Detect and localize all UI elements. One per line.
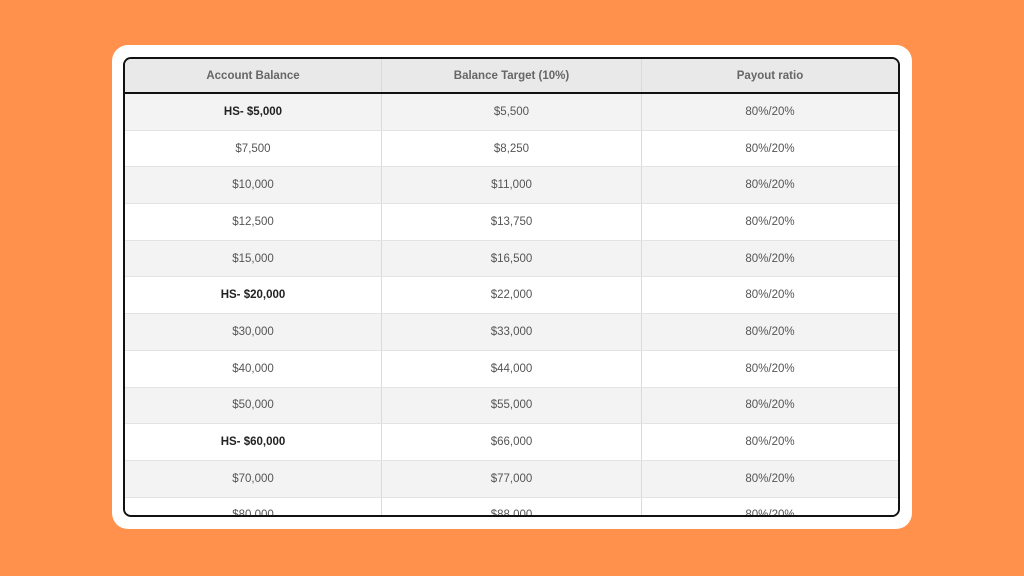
- header-account-balance: Account Balance: [206, 69, 300, 82]
- balance-target-cell: $16,500: [381, 240, 641, 277]
- table-row: HS- $20,000 $22,000 80%/20%: [125, 277, 898, 315]
- payout-ratio-cell: 80%/20%: [641, 240, 898, 277]
- table-row: $80,000 $88,000 80%/20%: [125, 497, 898, 517]
- balance-target-cell: $88,000: [381, 497, 641, 515]
- payout-ratio-cell: 80%/20%: [641, 424, 898, 460]
- account-balance-cell: HS- $5,000: [223, 105, 283, 118]
- account-balance-cell: $70,000: [232, 472, 274, 485]
- account-balance-cell: $80,000: [232, 509, 274, 517]
- table-row: HS- $5,000 $5,500 80%/20%: [125, 94, 898, 131]
- account-balance-cell: $50,000: [232, 399, 274, 412]
- table-row: $12,500 $13,750 80%/20%: [125, 204, 898, 241]
- account-balance-cell: $15,000: [232, 252, 274, 265]
- account-balance-cell: $40,000: [232, 362, 274, 375]
- account-balance-cell: $12,500: [232, 215, 274, 228]
- balance-target-cell: $13,750: [381, 204, 641, 240]
- table-row: $30,000 $33,000 80%/20%: [125, 314, 898, 351]
- account-balance-cell: $10,000: [232, 179, 274, 192]
- payout-ratio-cell: 80%/20%: [641, 277, 898, 314]
- balance-target-cell: $66,000: [381, 424, 641, 460]
- balance-target-cell: $8,250: [381, 130, 641, 167]
- table-body: HS- $5,000 $5,500 80%/20% $7,500 $8,250 …: [125, 94, 898, 517]
- payout-ratio-cell: 80%/20%: [641, 497, 898, 515]
- table-row: $50,000 $55,000 80%/20%: [125, 387, 898, 425]
- balance-target-cell: $44,000: [381, 350, 641, 387]
- table-row: $15,000 $16,500 80%/20%: [125, 240, 898, 278]
- table-row: HS- $60,000 $66,000 80%/20%: [125, 424, 898, 461]
- payout-ratio-cell: 80%/20%: [641, 167, 898, 204]
- account-balance-cell: HS- $20,000: [220, 289, 286, 302]
- table-row: $10,000 $11,000 80%/20%: [125, 167, 898, 205]
- payout-ratio-cell: 80%/20%: [641, 204, 898, 240]
- balance-target-cell: $5,500: [381, 94, 641, 130]
- payout-ratio-cell: 80%/20%: [641, 350, 898, 387]
- header-payout-ratio: Payout ratio: [641, 59, 898, 92]
- payout-ratio-cell: 80%/20%: [641, 130, 898, 167]
- balance-target-cell: $33,000: [381, 314, 641, 350]
- table-row: $70,000 $77,000 80%/20%: [125, 460, 898, 498]
- table-header-row: Account Balance Balance Target (10%) Pay…: [125, 59, 898, 94]
- header-balance-target: Balance Target (10%): [381, 59, 641, 92]
- payout-ratio-cell: 80%/20%: [641, 314, 898, 350]
- balance-target-cell: $77,000: [381, 460, 641, 497]
- balance-target-cell: $11,000: [381, 167, 641, 204]
- table-card: Account Balance Balance Target (10%) Pay…: [112, 45, 912, 529]
- payout-table: Account Balance Balance Target (10%) Pay…: [123, 57, 900, 517]
- payout-ratio-cell: 80%/20%: [641, 94, 898, 130]
- payout-ratio-cell: 80%/20%: [641, 460, 898, 497]
- payout-ratio-cell: 80%/20%: [641, 387, 898, 424]
- table-row: $7,500 $8,250 80%/20%: [125, 130, 898, 168]
- balance-target-cell: $22,000: [381, 277, 641, 314]
- account-balance-cell: HS- $60,000: [220, 436, 286, 449]
- account-balance-cell: $30,000: [232, 325, 274, 338]
- balance-target-cell: $55,000: [381, 387, 641, 424]
- table-row: $40,000 $44,000 80%/20%: [125, 350, 898, 388]
- account-balance-cell: $7,500: [235, 142, 271, 155]
